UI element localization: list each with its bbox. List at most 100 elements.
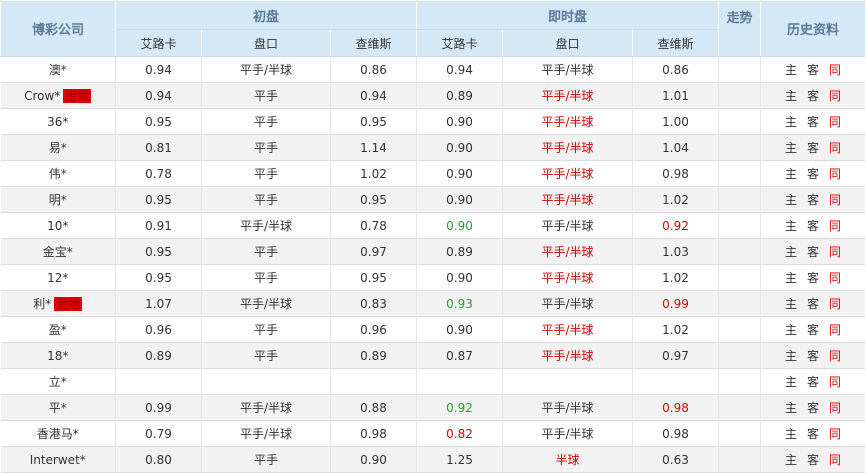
history-same-link[interactable]: 同	[829, 219, 841, 233]
history-same-link[interactable]: 同	[829, 245, 841, 259]
trend-cell	[719, 83, 761, 109]
initial-handicap	[202, 369, 331, 395]
history-same-link[interactable]: 同	[829, 323, 841, 337]
live-handicap: 平手/半球	[503, 83, 633, 109]
history-home-link[interactable]: 主	[785, 401, 797, 415]
history-same-link[interactable]: 同	[829, 63, 841, 77]
history-away-link[interactable]: 客	[807, 219, 819, 233]
history-home-link[interactable]: 主	[785, 193, 797, 207]
live-handicap: 平手/半球	[503, 213, 633, 239]
history-home-link[interactable]: 主	[785, 219, 797, 233]
company-name: 盈*	[49, 323, 67, 337]
history-away-link[interactable]: 客	[807, 375, 819, 389]
history-same-link[interactable]: 同	[829, 349, 841, 363]
history-same-link[interactable]: 同	[829, 271, 841, 285]
history-same-link[interactable]: 同	[829, 141, 841, 155]
company-name: 平*	[49, 401, 67, 415]
history-same-link[interactable]: 同	[829, 375, 841, 389]
trend-cell	[719, 109, 761, 135]
history-cell: 主客同	[761, 161, 865, 187]
history-same-link[interactable]: 同	[829, 89, 841, 103]
history-same-link[interactable]: 同	[829, 193, 841, 207]
live-home: 0.89	[417, 239, 503, 265]
history-away-link[interactable]: 客	[807, 193, 819, 207]
initial-home: 0.94	[116, 57, 202, 83]
initial-home: 0.96	[116, 317, 202, 343]
history-away-link[interactable]: 客	[807, 167, 819, 181]
history-cell: 主客同	[761, 239, 865, 265]
header-live-away: 查维斯	[633, 30, 719, 57]
history-away-link[interactable]: 客	[807, 401, 819, 415]
trend-cell	[719, 161, 761, 187]
initial-away: 0.98	[331, 421, 417, 447]
trend-cell	[719, 239, 761, 265]
live-handicap: 平手/半球	[503, 109, 633, 135]
history-away-link[interactable]: 客	[807, 89, 819, 103]
live-away: 0.99	[633, 291, 719, 317]
history-away-link[interactable]: 客	[807, 271, 819, 285]
live-handicap: 平手/半球	[503, 265, 633, 291]
history-home-link[interactable]: 主	[785, 323, 797, 337]
live-home: 0.90	[417, 317, 503, 343]
history-away-link[interactable]: 客	[807, 349, 819, 363]
history-home-link[interactable]: 主	[785, 349, 797, 363]
history-home-link[interactable]: 主	[785, 167, 797, 181]
history-away-link[interactable]: 客	[807, 63, 819, 77]
live-away: 1.02	[633, 265, 719, 291]
trend-cell	[719, 369, 761, 395]
header-company: 博彩公司	[1, 1, 116, 57]
history-home-link[interactable]: 主	[785, 375, 797, 389]
history-same-link[interactable]: 同	[829, 115, 841, 129]
history-home-link[interactable]: 主	[785, 271, 797, 285]
live-badge[interactable]: 走地	[54, 297, 82, 311]
history-away-link[interactable]: 客	[807, 297, 819, 311]
initial-away: 0.97	[331, 239, 417, 265]
history-same-link[interactable]: 同	[829, 427, 841, 441]
history-home-link[interactable]: 主	[785, 453, 797, 467]
company-name: 香港马*	[37, 427, 79, 441]
initial-away: 1.14	[331, 135, 417, 161]
history-home-link[interactable]: 主	[785, 297, 797, 311]
history-away-link[interactable]: 客	[807, 115, 819, 129]
initial-handicap: 平手/半球	[202, 291, 331, 317]
history-away-link[interactable]: 客	[807, 245, 819, 259]
history-home-link[interactable]: 主	[785, 427, 797, 441]
history-same-link[interactable]: 同	[829, 167, 841, 181]
history-home-link[interactable]: 主	[785, 141, 797, 155]
initial-home: 0.81	[116, 135, 202, 161]
initial-home: 1.07	[116, 291, 202, 317]
initial-handicap: 平手	[202, 239, 331, 265]
header-initial-away: 查维斯	[331, 30, 417, 57]
initial-home: 0.95	[116, 239, 202, 265]
history-same-link[interactable]: 同	[829, 453, 841, 467]
history-cell: 主客同	[761, 343, 865, 369]
history-away-link[interactable]: 客	[807, 141, 819, 155]
live-away: 1.02	[633, 317, 719, 343]
history-home-link[interactable]: 主	[785, 89, 797, 103]
history-same-link[interactable]: 同	[829, 297, 841, 311]
company-cell: 澳*	[1, 57, 116, 83]
live-badge[interactable]: 走地	[63, 89, 91, 103]
initial-handicap: 平手/半球	[202, 213, 331, 239]
company-name: Crow*	[24, 89, 60, 103]
history-home-link[interactable]: 主	[785, 63, 797, 77]
header-initial-home: 艾路卡	[116, 30, 202, 57]
history-away-link[interactable]: 客	[807, 427, 819, 441]
company-name: 金宝*	[43, 245, 73, 259]
trend-cell	[719, 421, 761, 447]
company-cell: 10*	[1, 213, 116, 239]
live-home: 0.82	[417, 421, 503, 447]
live-home: 0.90	[417, 187, 503, 213]
history-away-link[interactable]: 客	[807, 323, 819, 337]
company-cell: Crow*走地	[1, 83, 116, 109]
history-home-link[interactable]: 主	[785, 245, 797, 259]
history-away-link[interactable]: 客	[807, 453, 819, 467]
history-same-link[interactable]: 同	[829, 401, 841, 415]
history-home-link[interactable]: 主	[785, 115, 797, 129]
initial-home: 0.99	[116, 395, 202, 421]
